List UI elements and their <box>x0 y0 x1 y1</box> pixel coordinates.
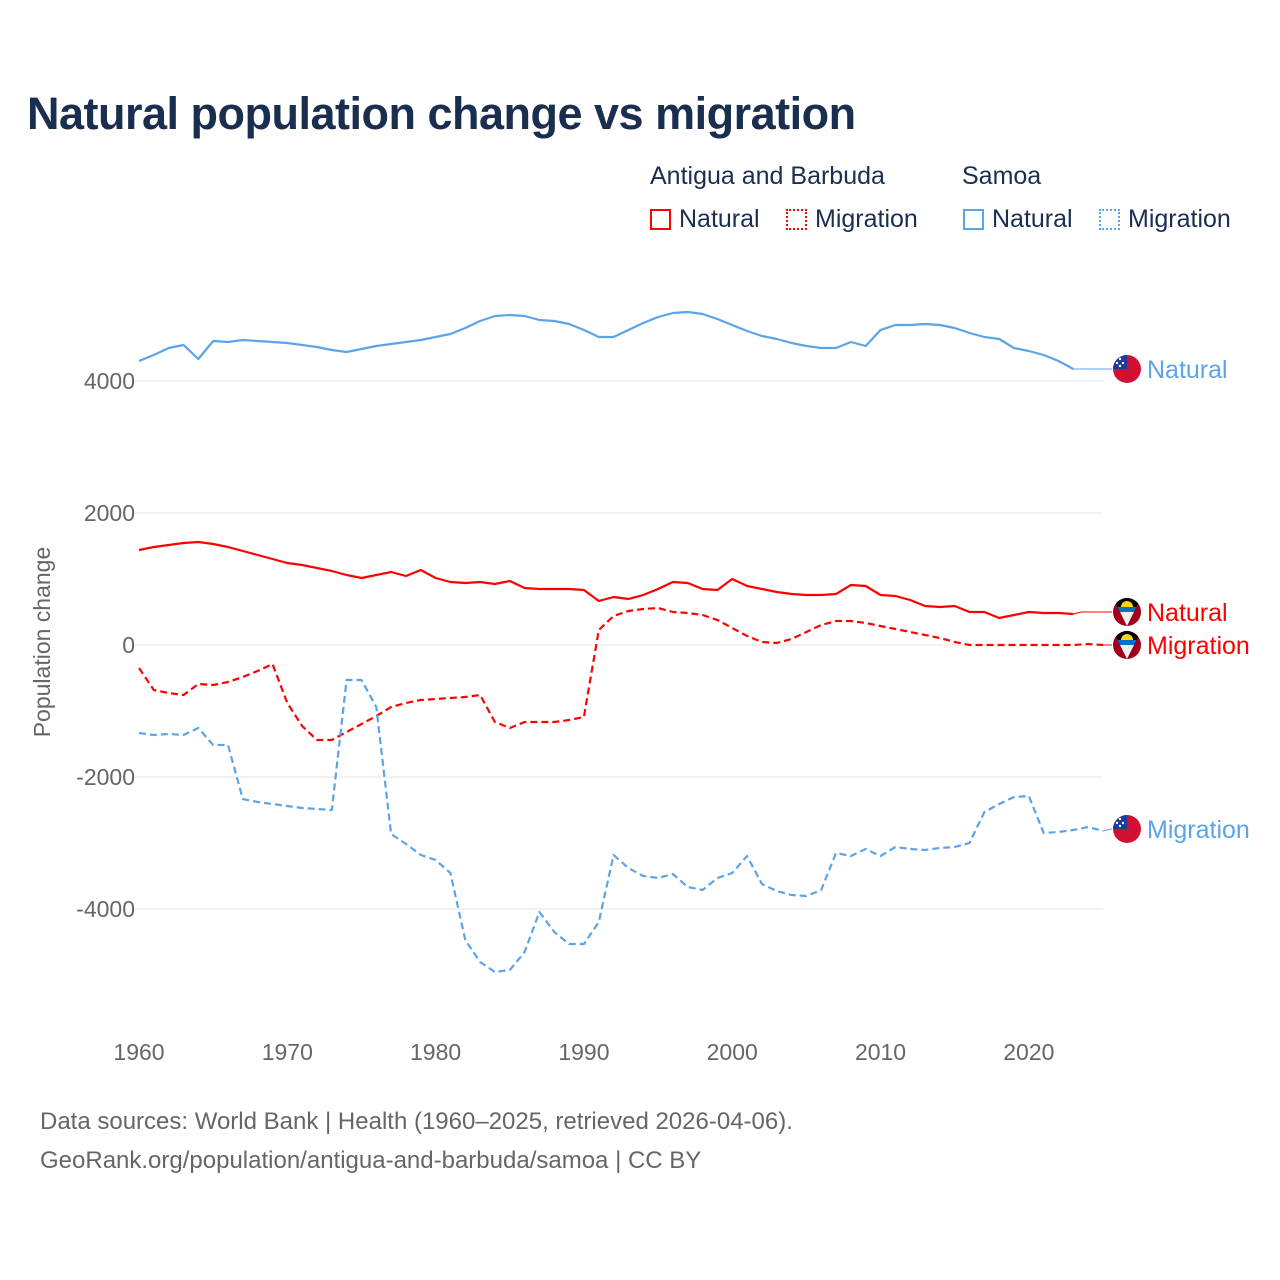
y-tick-label: 2000 <box>84 500 135 526</box>
footer-source: Data sources: World Bank | Health (1960–… <box>40 1108 793 1135</box>
x-tick-label: 2020 <box>1003 1039 1054 1065</box>
series-end-label: Migration <box>1147 816 1250 844</box>
solid-swatch-icon <box>650 209 671 230</box>
footer-credit: GeoRank.org/population/antigua-and-barbu… <box>40 1147 702 1174</box>
antigua-flag-icon <box>1113 631 1141 659</box>
x-tick-label: 2010 <box>855 1039 906 1065</box>
legend-group-samoa: Samoa <box>962 162 1042 190</box>
legend-label: Migration <box>815 205 918 233</box>
series-end-label: Natural <box>1147 599 1228 627</box>
chart-title: Natural population change vs migration <box>27 88 856 139</box>
antigua-flag-icon <box>1113 598 1141 626</box>
y-tick-label: -4000 <box>76 896 135 922</box>
series-line-3 <box>138 678 1104 974</box>
y-tick-label: 0 <box>122 632 135 658</box>
x-tick-label: 1970 <box>262 1039 313 1065</box>
series-end-label: Natural <box>1147 356 1228 384</box>
x-tick-label: 1980 <box>410 1039 461 1065</box>
samoa-flag-icon <box>1113 355 1141 383</box>
series-line-2 <box>138 606 1104 742</box>
series-line-0 <box>138 310 1074 370</box>
legend-samoa-natural[interactable]: Natural <box>963 205 1073 234</box>
legend-label: Migration <box>1128 205 1231 233</box>
x-tick-label: 1990 <box>558 1039 609 1065</box>
dotted-swatch-icon <box>786 209 807 230</box>
legend-label: Natural <box>992 205 1073 233</box>
y-axis-label: Population change <box>29 547 55 738</box>
y-tick-label: -2000 <box>76 764 135 790</box>
legend-antigua-natural[interactable]: Natural <box>650 205 760 234</box>
series-end-label: Migration <box>1147 632 1250 660</box>
x-tick-label: 2000 <box>707 1039 758 1065</box>
solid-swatch-icon <box>963 209 984 230</box>
x-tick-label: 1960 <box>113 1039 164 1065</box>
legend-antigua-migration[interactable]: Migration <box>786 205 918 234</box>
legend-samoa-migration[interactable]: Migration <box>1099 205 1231 234</box>
dotted-swatch-icon <box>1099 209 1120 230</box>
label-connector <box>1102 828 1112 832</box>
label-connector <box>1073 611 1112 615</box>
series-line-1 <box>138 540 1074 620</box>
legend-label: Natural <box>679 205 760 233</box>
legend-group-antigua: Antigua and Barbuda <box>650 162 885 190</box>
samoa-flag-icon <box>1113 815 1141 843</box>
y-tick-label: 4000 <box>84 368 135 394</box>
